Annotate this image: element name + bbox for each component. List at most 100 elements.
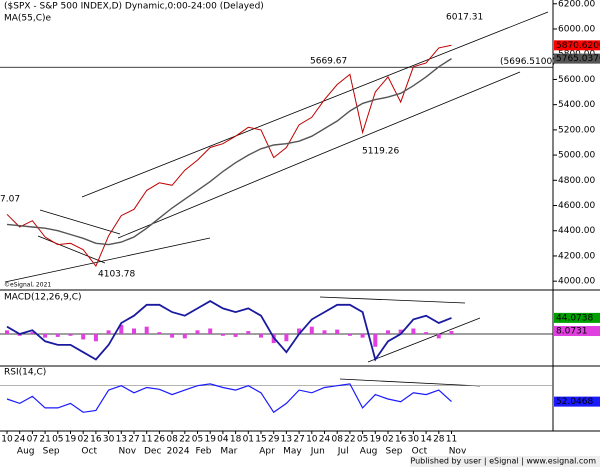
- x-tick-label: 08: [166, 435, 178, 445]
- x-tick-label: 05: [52, 435, 63, 445]
- trendlines: [4, 11, 549, 387]
- macd-histogram-bar: [246, 331, 251, 334]
- month-label: Sep: [386, 447, 403, 457]
- x-tick-label: 04: [217, 435, 229, 445]
- last-value-tag: [554, 312, 600, 323]
- x-tick-label: 08: [331, 435, 343, 445]
- x-tick-label: 27: [128, 435, 139, 445]
- month-label: Dec: [144, 447, 161, 457]
- level-label: (5696.5100): [500, 57, 556, 67]
- x-tick-label: 11: [141, 435, 152, 445]
- x-tick-label: 02: [382, 435, 393, 445]
- y-tick-label: 6200.00: [558, 0, 595, 9]
- macd-histogram-bar: [68, 333, 73, 336]
- macd-histogram-bar: [449, 331, 454, 334]
- x-tick-label: 30: [408, 435, 420, 445]
- panel-title: RSI(14,C): [4, 368, 46, 378]
- last-value-tag: [554, 326, 600, 337]
- macd-histogram-bar: [55, 333, 60, 337]
- y-tick-label: 4600.00: [558, 201, 595, 211]
- x-tick-label: 27: [293, 435, 304, 445]
- macd-histogram-bar: [157, 332, 162, 334]
- macd-histogram-bar: [284, 333, 289, 342]
- chart-title: ($SPX - S&P 500 INDEX,D) Dynamic,0:00-24…: [4, 2, 264, 12]
- x-tick-label: 05: [357, 435, 368, 445]
- x-tick-label: 16: [395, 435, 407, 445]
- x-tick-label: 07: [27, 435, 38, 445]
- x-tick-label: 24: [319, 435, 331, 445]
- footer-bg: [410, 456, 600, 467]
- last-value-tag: [554, 40, 600, 51]
- annotation: 7.07: [0, 195, 20, 205]
- macd-histogram-bar: [182, 333, 187, 339]
- x-tick-label: 24: [14, 435, 26, 445]
- macd-histogram-bar: [411, 328, 416, 334]
- x-tick-label: 15: [255, 435, 266, 445]
- macd-histogram-bar: [220, 333, 225, 336]
- x-tick-label: 22: [179, 435, 190, 445]
- month-label: Jun: [310, 447, 325, 457]
- footer: Published by user | eSignal | www.esigna…: [410, 457, 596, 466]
- x-tick-label: 19: [204, 435, 216, 445]
- x-tick-label: 13: [116, 435, 127, 445]
- macd-histogram-bar: [335, 329, 340, 334]
- macd-histogram-bar: [373, 333, 378, 347]
- macd-histogram-bar: [208, 328, 213, 334]
- macd-histogram-bar: [398, 329, 403, 334]
- month-label: Aug: [360, 447, 378, 457]
- moving-average: [6, 58, 452, 246]
- y-tick-label: 5400.00: [558, 100, 595, 110]
- x-tick-label: 05: [192, 435, 203, 445]
- last-value-label: 5765.0376: [556, 54, 600, 64]
- annotation: 4103.78: [98, 270, 135, 280]
- y-tick-label: 4400.00: [558, 226, 595, 236]
- annotation: 6017.31: [446, 13, 483, 23]
- y-tick-label: 5000.00: [558, 151, 595, 161]
- macd-histogram-bar: [297, 328, 302, 334]
- y-tick-label: 6000.00: [558, 25, 595, 35]
- panel-title: MACD(12,26,9,C): [4, 293, 82, 303]
- month-label: Nov: [119, 447, 137, 457]
- last-value-label: 8.0731: [556, 327, 588, 337]
- x-tick-label: 01: [243, 435, 254, 445]
- month-label: May: [283, 447, 302, 457]
- macd-line: [6, 300, 452, 362]
- last-value-tag: [554, 396, 600, 407]
- macd-histogram-bar: [170, 333, 175, 338]
- x-tick-label: 30: [103, 435, 115, 445]
- x-tick-label: 18: [230, 435, 242, 445]
- x-tick-label: 13: [281, 435, 292, 445]
- copyright: ©eSignal, 2021: [4, 282, 51, 289]
- macd-histogram-bar: [347, 333, 352, 336]
- macd-histogram-bar: [309, 326, 314, 334]
- month-label: Jul: [337, 447, 349, 457]
- y-tick-label: 5600.00: [558, 75, 595, 85]
- x-tick-label: 16: [90, 435, 102, 445]
- y-tick-label: 4800.00: [558, 176, 595, 186]
- macd-histogram-bar: [322, 330, 327, 334]
- month-label: Nov: [449, 447, 467, 457]
- last-value-label: 5870.6200: [556, 41, 600, 51]
- macd-histogram-bar: [81, 333, 86, 340]
- price-line: [6, 44, 452, 267]
- macd-histogram-bar: [360, 333, 365, 338]
- macd-histogram-bar: [43, 333, 48, 338]
- x-tick-label: 10: [306, 435, 318, 445]
- x-tick-label: 11: [446, 435, 457, 445]
- month-label: Sep: [43, 447, 60, 457]
- macd-histogram-bar: [436, 333, 441, 339]
- macd-histogram-bar: [30, 332, 35, 334]
- month-label: Feb: [196, 447, 212, 457]
- x-tick-label: 28: [433, 435, 445, 445]
- plot: [0, 44, 553, 267]
- macd-histogram-bar: [119, 324, 124, 334]
- last-value-label: 44.0738: [556, 313, 593, 323]
- month-label: Mar: [220, 447, 237, 457]
- macd-histogram-bar: [5, 330, 9, 334]
- x-tick-label: 10: [1, 435, 13, 445]
- x-tick-label: 29: [268, 435, 280, 445]
- macd-histogram-bar: [424, 332, 429, 334]
- x-tick-label: 19: [370, 435, 382, 445]
- macd-histogram-bar: [259, 333, 263, 338]
- x-tick-label: 14: [420, 435, 432, 445]
